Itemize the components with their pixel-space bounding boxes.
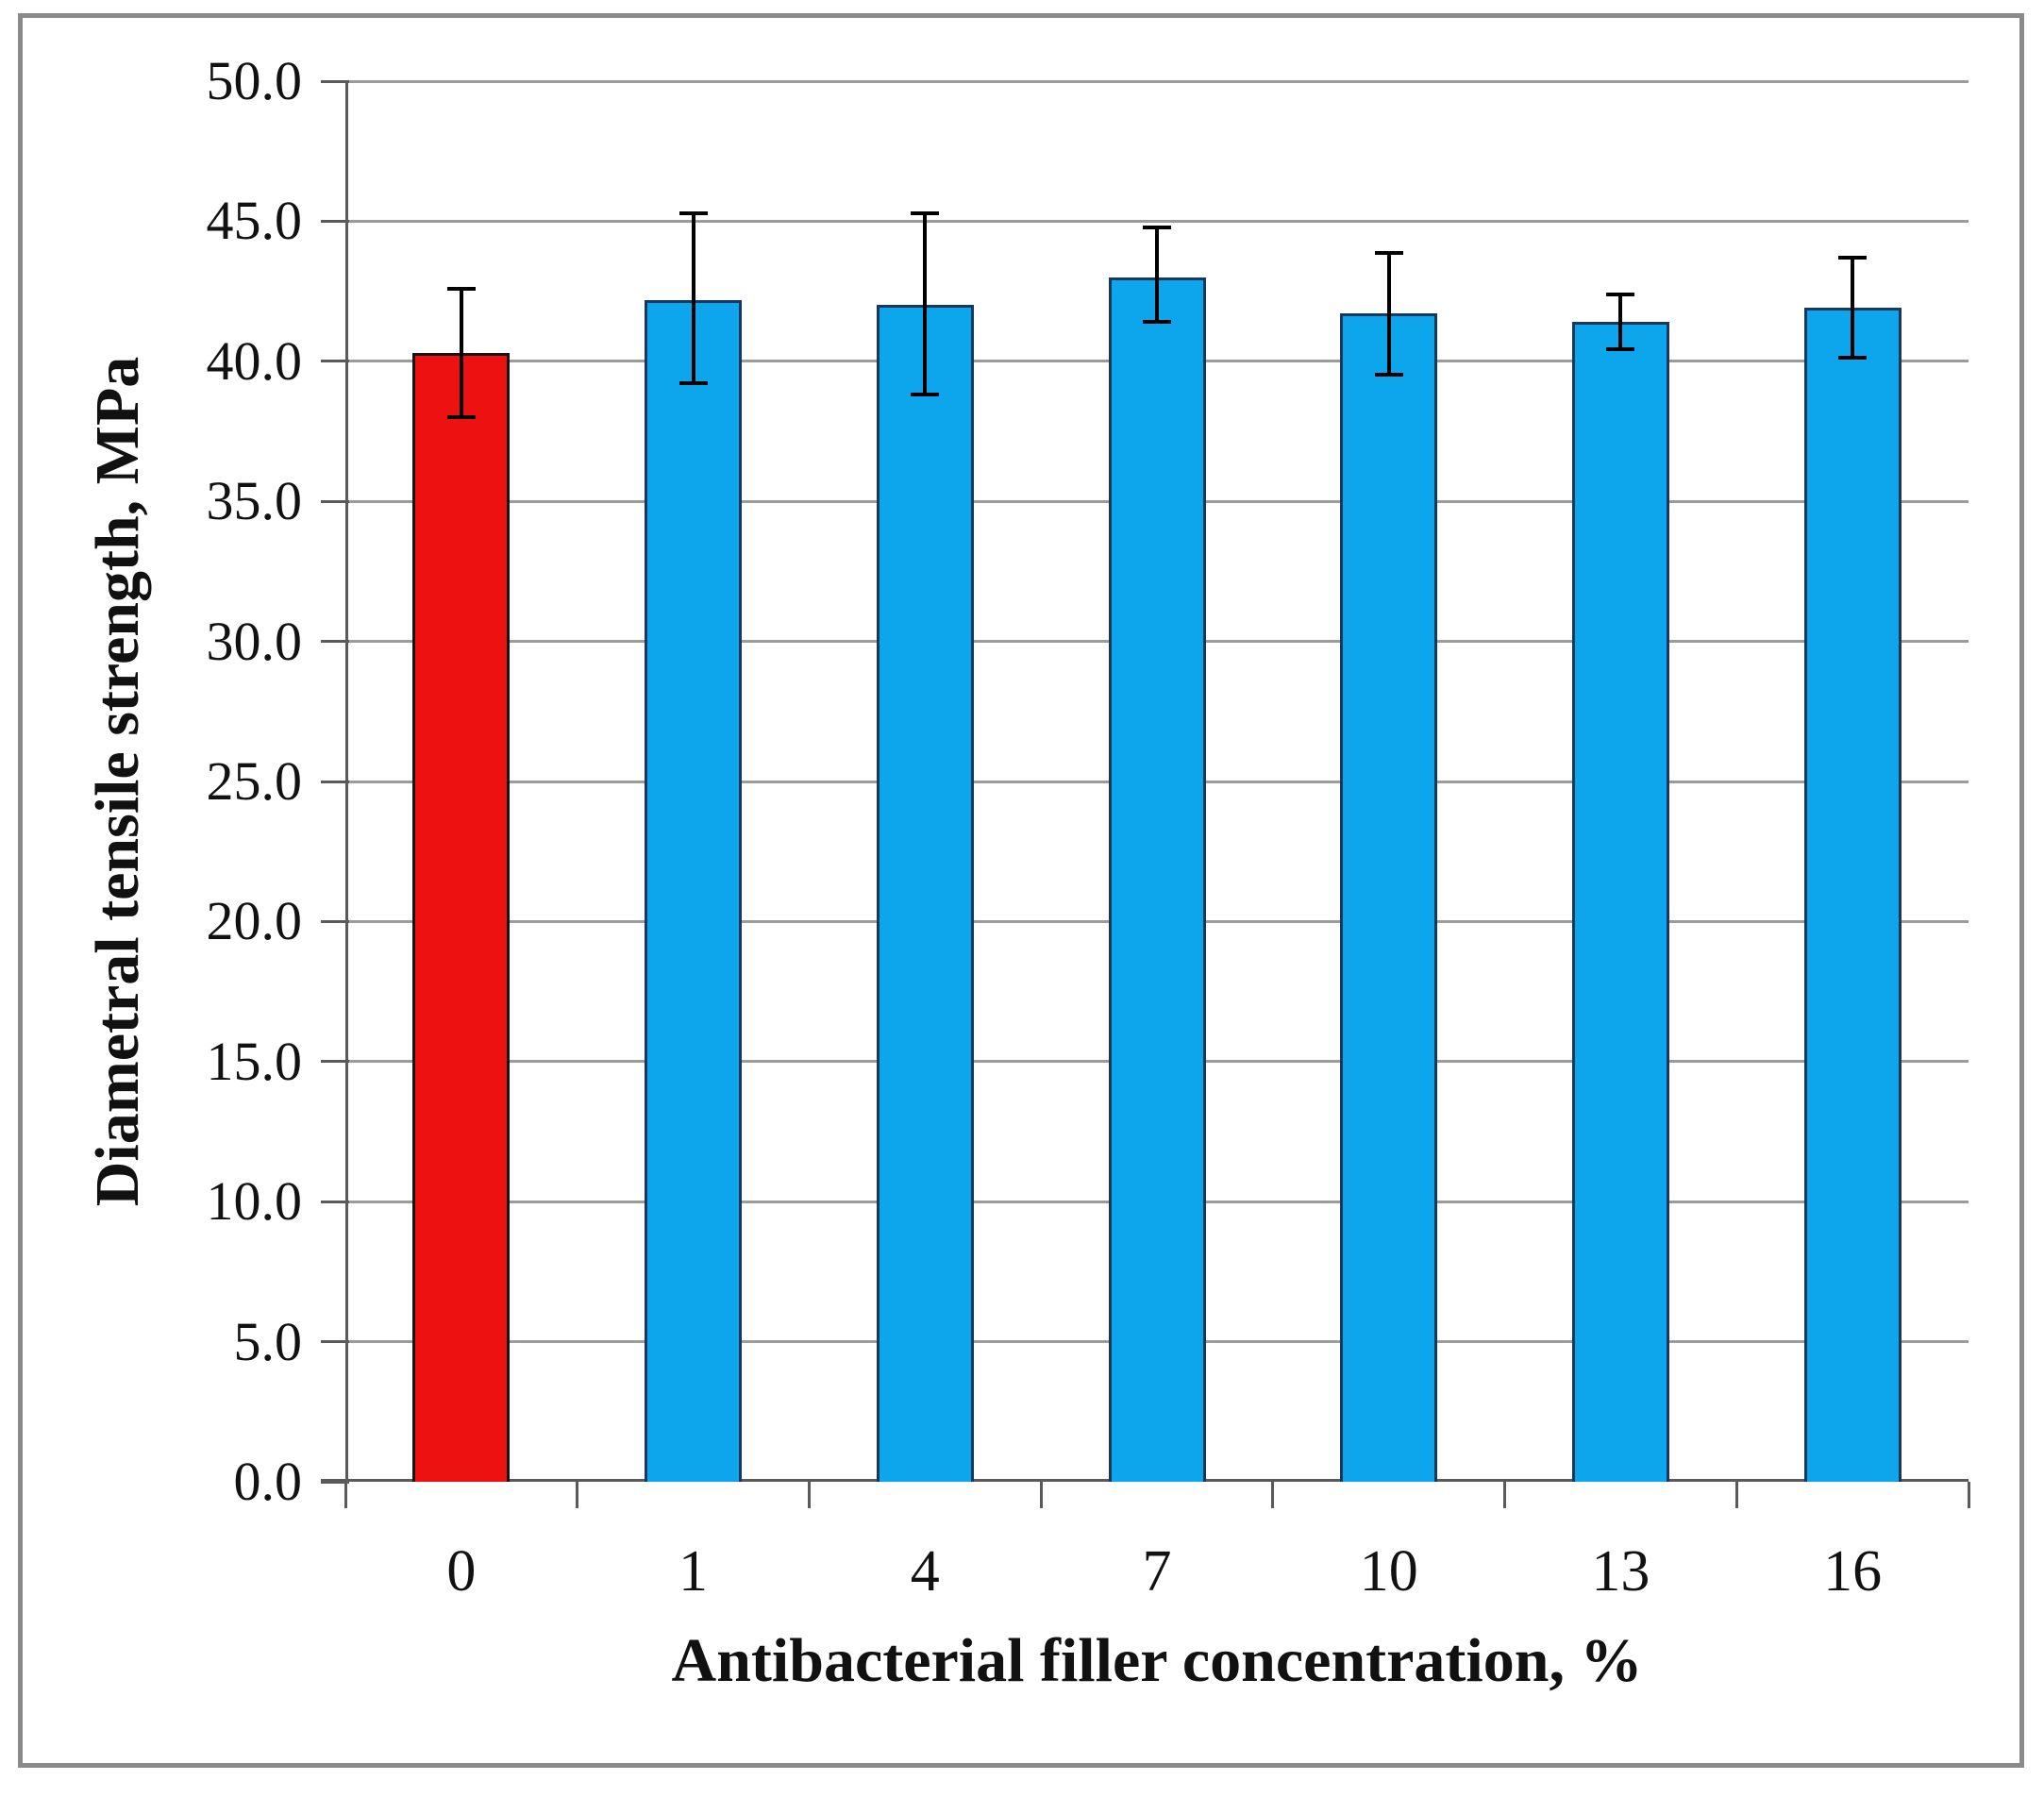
error-bar-cap-top [1374, 250, 1403, 255]
bar [1340, 313, 1438, 1482]
x-tick-label: 16 [1823, 1539, 1883, 1604]
y-axis-tick [321, 499, 349, 503]
x-axis-tick [1271, 1482, 1275, 1508]
x-axis-tick [1503, 1482, 1507, 1508]
y-axis-tick [321, 1480, 349, 1484]
y-axis-tick [321, 1200, 349, 1203]
x-tick-label: 1 [679, 1539, 709, 1604]
y-tick-label: 25.0 [206, 750, 303, 812]
error-bar-cap-top [1143, 225, 1171, 229]
error-bar-line [459, 288, 463, 418]
error-bar-cap-top [679, 210, 708, 215]
x-axis-title: Antibacterial filler concentration, % [671, 1626, 1643, 1695]
x-tick-label: 0 [446, 1539, 477, 1604]
error-bar-cap-top [1838, 256, 1868, 260]
x-tick-label: 13 [1591, 1539, 1650, 1604]
error-bar-cap-bottom [911, 392, 940, 396]
error-bar-cap-bottom [679, 381, 708, 386]
y-tick-label: 15.0 [206, 1030, 303, 1092]
bar [1108, 277, 1206, 1482]
error-bar-line [1155, 227, 1159, 323]
bar [876, 305, 974, 1482]
y-axis-title: Diametral tensile strength, MPa [83, 356, 152, 1207]
gridline [345, 219, 1969, 223]
y-tick-label: 10.0 [206, 1170, 303, 1233]
y-axis-tick [321, 1340, 349, 1344]
x-axis-tick [1734, 1482, 1738, 1508]
error-bar-cap-top [911, 210, 940, 215]
y-tick-label: 45.0 [206, 190, 303, 252]
x-axis-tick [1039, 1482, 1043, 1508]
figure-border [18, 13, 2024, 1768]
x-axis-tick [576, 1482, 579, 1508]
y-tick-label: 5.0 [233, 1310, 303, 1372]
x-axis-tick [1967, 1482, 1970, 1508]
error-bar-cap-bottom [446, 414, 476, 419]
error-bar-cap-bottom [1838, 356, 1868, 361]
y-axis-tick [321, 1060, 349, 1064]
y-tick-label: 20.0 [206, 890, 303, 952]
x-axis-tick [807, 1482, 811, 1508]
bar [412, 352, 511, 1482]
error-bar-cap-bottom [1374, 373, 1403, 378]
bar [645, 299, 743, 1482]
y-tick-label: 50.0 [206, 50, 303, 111]
y-tick-label: 0.0 [233, 1451, 303, 1512]
x-tick-label: 10 [1359, 1539, 1418, 1604]
error-bar-cap-bottom [1606, 347, 1635, 352]
bar [1803, 308, 1902, 1482]
plot-area: 0.0 5.0 10.0 15.0 20.0 25.0 30.0 35.0 40.0 45.0 50… [207, 50, 1970, 1604]
x-tick-label: 7 [1142, 1539, 1172, 1604]
y-tick-label: 35.0 [206, 470, 303, 532]
bar [1571, 322, 1669, 1482]
gridline [345, 79, 1969, 83]
y-axis-tick [321, 219, 349, 223]
y-tick-label: 30.0 [206, 610, 303, 672]
y-axis-tick [321, 780, 349, 783]
error-bar-line [1618, 294, 1623, 350]
y-axis-tick [321, 79, 349, 83]
y-axis-tick [321, 360, 349, 363]
y-axis-tick [321, 919, 349, 923]
error-bar-line [923, 212, 928, 395]
y-axis-tick [321, 640, 349, 644]
x-tick-label: 4 [910, 1539, 940, 1604]
error-bar-line [1386, 252, 1391, 376]
x-axis-tick [343, 1482, 347, 1508]
error-bar-cap-bottom [1143, 319, 1171, 324]
error-bar-line [1851, 257, 1855, 359]
error-bar-line [691, 212, 695, 384]
error-bar-cap-top [1606, 293, 1635, 297]
y-tick-label: 40.0 [206, 329, 303, 392]
error-bar-cap-top [446, 287, 476, 292]
